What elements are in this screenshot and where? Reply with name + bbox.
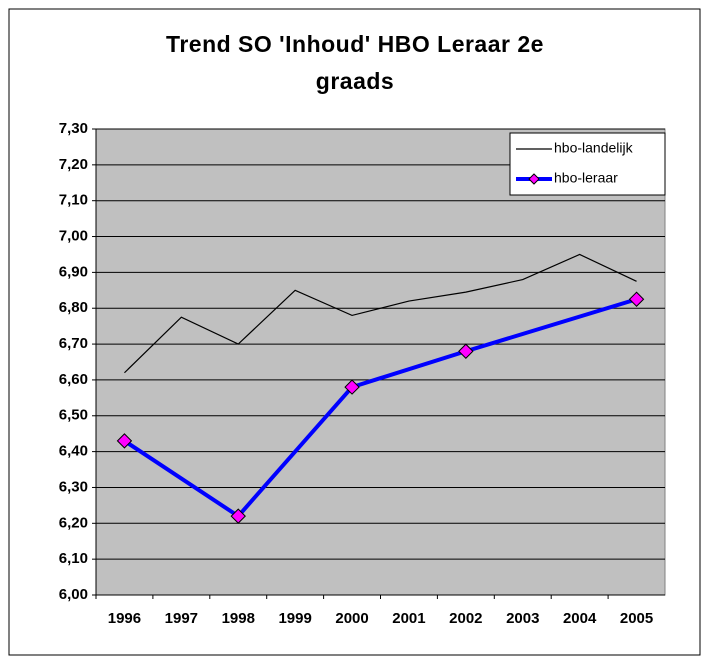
x-tick-label: 2003 <box>506 610 539 627</box>
chart-title: Trend SO 'Inhoud' HBO Leraar 2e graads <box>166 31 544 94</box>
y-tick-label: 6,70 <box>59 335 88 352</box>
legend-box <box>509 132 666 196</box>
x-tick-label: 2004 <box>563 610 597 627</box>
plot-area <box>95 128 666 596</box>
legend-label: hbo-landelijk <box>554 140 634 156</box>
series-line <box>124 253 637 374</box>
y-tick-label: 6,60 <box>59 371 88 388</box>
marker <box>230 508 246 524</box>
marker <box>344 379 360 395</box>
y-tick-label: 7,10 <box>59 192 88 209</box>
marker <box>116 433 133 449</box>
x-tick-label: 2001 <box>392 610 425 627</box>
x-tick-label: 2000 <box>335 610 368 627</box>
marker <box>458 343 474 359</box>
y-tick-label: 7,30 <box>59 120 88 137</box>
y-tick-label: 7,00 <box>59 228 88 245</box>
y-tick-label: 6,10 <box>59 550 88 567</box>
x-tick-label: 1998 <box>222 610 255 627</box>
y-tick-label: 6,80 <box>59 299 88 316</box>
x-tick-label: 1997 <box>165 610 198 627</box>
legend-label: hbo-leraar <box>554 170 618 186</box>
x-tick-label: 2002 <box>449 610 482 627</box>
x-tick-label: 1996 <box>108 610 141 627</box>
y-tick-label: 6,00 <box>59 586 88 603</box>
x-tick-label: 2005 <box>620 610 653 627</box>
y-tick-label: 6,40 <box>59 443 88 460</box>
x-tick-label: 1999 <box>278 610 311 627</box>
marker <box>628 291 645 307</box>
y-tick-label: 6,30 <box>59 478 88 495</box>
y-tick-label: 6,50 <box>59 407 88 424</box>
y-tick-label: 6,90 <box>59 263 88 280</box>
y-tick-label: 7,20 <box>59 156 88 173</box>
y-tick-label: 6,20 <box>59 514 88 531</box>
legend-marker <box>528 173 540 185</box>
